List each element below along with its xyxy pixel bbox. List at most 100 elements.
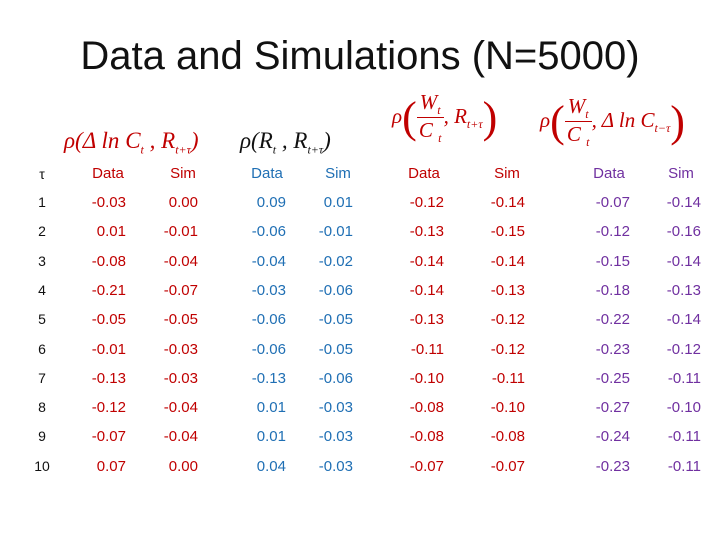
table-cell: -0.08 [490,428,525,446]
column-header-sim: Sim [668,165,694,182]
table-cell: -0.12 [490,311,525,329]
row-tau: 10 [34,457,50,474]
table-cell: -0.07 [595,194,630,211]
table-cell: -0.13 [666,281,701,299]
formula-header-3: ρ(Wt C t, Rt+τ) [392,90,498,146]
column-header-data: Data [593,165,625,182]
table-cell: -0.12 [490,340,525,358]
row-tau: 4 [38,281,46,298]
table-cell: -0.10 [490,399,525,417]
table-cell: -0.06 [318,281,353,299]
table-cell: -0.08 [409,399,444,417]
table-cell: 0.01 [96,223,126,241]
table-cell: -0.10 [666,399,701,417]
table-cell: -0.11 [491,369,525,387]
table-cell: -0.01 [318,223,353,241]
table-cell: -0.23 [595,340,630,358]
table-cell: -0.04 [163,399,198,417]
row-tau: 3 [38,252,46,269]
table-cell: -0.13 [490,281,525,299]
row-tau: 7 [38,369,46,386]
table-cell: -0.15 [595,252,630,270]
column-header-data: Data [251,165,283,182]
table-cell: -0.03 [163,340,198,358]
table-cell: -0.11 [667,457,701,475]
table-cell: -0.12 [595,223,630,241]
table-cell: -0.12 [409,194,444,211]
table-cell: -0.04 [163,428,198,446]
table-cell: -0.06 [251,311,286,329]
table-cell: -0.05 [318,311,353,329]
table-cell: -0.07 [91,428,126,446]
table-cell: -0.14 [409,281,444,299]
column-header-sim: Sim [494,165,520,182]
table-cell: -0.08 [91,252,126,270]
table-cell: -0.02 [318,252,353,270]
table-cell: -0.21 [91,281,126,299]
table-cell: -0.14 [666,311,701,329]
table-cell: -0.11 [667,428,701,446]
row-tau: 9 [38,428,46,445]
table-cell: -0.01 [91,340,126,358]
row-tau: 8 [38,399,46,416]
formula-header-1: ρ(Δ ln Ct , Rt+τ) [64,128,199,157]
table-cell: -0.01 [163,223,198,241]
table-cell: -0.06 [318,369,353,387]
table-cell: 0.00 [168,194,198,211]
column-header-data: Data [92,165,124,182]
column-header-sim: Sim [325,165,351,182]
table-cell: -0.15 [490,223,525,241]
table-cell: -0.06 [251,340,286,358]
table-cell: -0.10 [409,369,444,387]
table-cell: -0.16 [666,223,701,241]
table-cell: -0.23 [595,457,630,475]
table-cell: -0.04 [251,252,286,270]
column-header-sim: Sim [170,165,196,182]
table-cell: -0.07 [163,281,198,299]
table-cell: -0.08 [409,428,444,446]
table-cell: -0.03 [318,428,353,446]
table-cell: -0.05 [163,311,198,329]
table-cell: -0.06 [251,223,286,241]
table-cell: -0.11 [410,340,444,358]
table-cell: -0.14 [666,252,701,270]
table-cell: -0.22 [595,311,630,329]
table-cell: -0.13 [91,369,126,387]
table-cell: -0.14 [490,194,525,211]
row-tau: 5 [38,311,46,328]
table-cell: -0.03 [163,369,198,387]
table-cell: -0.03 [318,399,353,417]
table-cell: -0.03 [91,194,126,211]
table-cell: -0.14 [490,252,525,270]
table-cell: -0.14 [409,252,444,270]
table-cell: -0.04 [163,252,198,270]
table-cell: -0.13 [251,369,286,387]
table-cell: -0.07 [409,457,444,475]
table-cell: -0.14 [666,194,701,211]
row-tau: 2 [38,223,46,240]
formula-header-2: ρ(Rt , Rt+τ) [240,128,331,157]
page-title: Data and Simulations (N=5000) [80,34,640,78]
table-cell: 0.00 [168,457,198,475]
table-cell: -0.03 [251,281,286,299]
table-cell: -0.11 [667,369,701,387]
table-cell: 0.01 [323,194,353,211]
table-cell: -0.12 [666,340,701,358]
table-cell: -0.13 [409,311,444,329]
table-cell: -0.27 [595,399,630,417]
tau-header: τ [39,166,45,182]
table-cell: -0.03 [318,457,353,475]
table-cell: 0.04 [256,457,286,475]
row-tau: 6 [38,340,46,357]
column-header-data: Data [408,165,440,182]
table-cell: -0.05 [318,340,353,358]
formula-header-4: ρ(Wt C t, Δ ln Ct−τ) [540,94,685,150]
table-cell: 0.01 [256,428,286,446]
table-cell: -0.07 [490,457,525,475]
row-tau: 1 [38,194,46,210]
table-cell: 0.09 [256,194,286,211]
table-cell: -0.13 [409,223,444,241]
table-cell: -0.12 [91,399,126,417]
table-cell: -0.05 [91,311,126,329]
table-cell: -0.24 [595,428,630,446]
